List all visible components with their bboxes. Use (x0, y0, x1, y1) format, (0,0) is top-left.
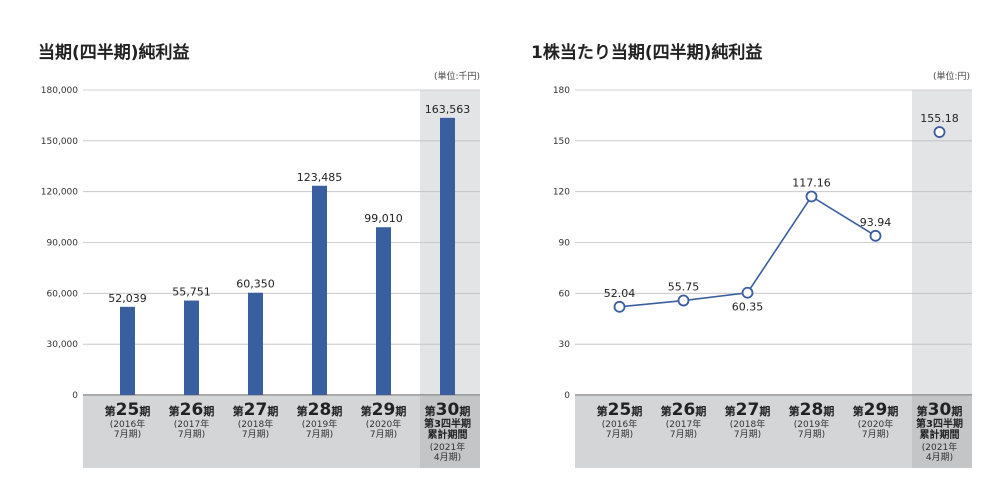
data-point (613, 300, 626, 313)
category-period: 7月期) (306, 429, 333, 440)
y-tick-label: 90 (559, 239, 571, 249)
category-period: 7月期) (242, 429, 269, 440)
category-sublabel: 第3四半期 (916, 417, 963, 430)
y-tick-label: 60 (559, 289, 571, 299)
category-label: 第27期 (725, 400, 771, 420)
category-period: 4月期) (926, 452, 953, 463)
category-band (575, 396, 972, 468)
data-point (741, 286, 754, 299)
data-point (677, 294, 690, 307)
y-tick-label: 150 (553, 137, 570, 147)
category-period: (2016年 (110, 418, 145, 430)
data-label: 99,010 (364, 212, 403, 225)
category-label: 第26期 (169, 400, 215, 420)
data-label: 123,485 (297, 171, 343, 184)
y-tick-label: 30,000 (47, 340, 79, 350)
category-sublabel: 累計期間 (428, 428, 468, 441)
category-period: 4月期) (434, 452, 461, 463)
category-period: (2020年 (858, 418, 893, 430)
y-tick-label: 0 (564, 391, 570, 401)
category-sublabel: 累計期間 (920, 428, 960, 441)
y-tick-label: 180,000 (41, 86, 78, 96)
category-label: 第28期 (789, 400, 835, 420)
category-label: 第29期 (853, 400, 899, 420)
data-label: 55.75 (668, 281, 700, 294)
category-period: 7月期) (670, 429, 697, 440)
y-tick-label: 30 (559, 340, 571, 350)
category-period: (2021年 (430, 441, 465, 453)
data-label: 117.16 (792, 176, 831, 189)
category-period: 7月期) (734, 429, 761, 440)
category-period: (2017年 (174, 418, 209, 430)
category-period: (2016年 (602, 418, 637, 430)
category-label: 第30期 (917, 400, 963, 420)
data-label: 55,751 (172, 286, 211, 299)
category-period: 7月期) (178, 429, 205, 440)
category-label: 第28期 (297, 400, 343, 420)
data-label: 155.18 (920, 112, 959, 125)
bar (248, 292, 263, 395)
bar (312, 185, 327, 395)
chart-title-eps: 1株当たり当期(四半期)純利益 (531, 43, 763, 63)
data-label: 163,563 (425, 103, 471, 116)
category-band-highlight (420, 396, 480, 468)
y-tick-label: 0 (72, 391, 78, 401)
category-period: (2021年 (922, 441, 957, 453)
data-point (933, 126, 946, 138)
data-label: 60,350 (236, 278, 275, 291)
category-label: 第27期 (233, 400, 279, 420)
data-label: 52,039 (108, 292, 147, 305)
category-label: 第29期 (361, 400, 407, 420)
data-label: 60.35 (732, 301, 764, 314)
y-tick-label: 180 (553, 86, 570, 96)
category-band-highlight (912, 396, 972, 468)
category-period: 7月期) (606, 429, 633, 440)
category-period: 7月期) (862, 429, 889, 440)
category-label: 第30期 (425, 400, 471, 420)
y-tick-label: 60,000 (47, 289, 79, 299)
unit-note: (単位:千円) (434, 70, 480, 82)
bar (440, 117, 455, 395)
y-tick-label: 120 (553, 188, 570, 198)
y-tick-label: 90,000 (47, 239, 79, 249)
category-label: 第25期 (105, 400, 151, 420)
y-tick-label: 150,000 (41, 137, 78, 147)
category-period: (2020年 (366, 418, 401, 430)
category-period: 7月期) (370, 429, 397, 440)
bar (120, 306, 135, 395)
category-label: 第25期 (597, 400, 643, 420)
category-period: 7月期) (798, 429, 825, 440)
data-label: 52.04 (604, 287, 636, 300)
data-point (869, 229, 882, 242)
category-band (83, 396, 480, 468)
category-period: 7月期) (114, 429, 141, 440)
category-period: (2018年 (238, 418, 273, 430)
y-tick-label: 120,000 (41, 188, 78, 198)
unit-note: (単位:円) (933, 70, 970, 82)
chart-title-net-income: 当期(四半期)純利益 (38, 43, 190, 63)
bar (184, 300, 199, 395)
data-label: 93.94 (860, 216, 892, 229)
category-sublabel: 第3四半期 (424, 417, 471, 430)
category-period: (2018年 (730, 418, 765, 430)
bar (376, 227, 391, 395)
category-period: (2019年 (794, 418, 829, 430)
data-point (805, 190, 818, 203)
category-label: 第26期 (661, 400, 707, 420)
category-period: (2017年 (666, 418, 701, 430)
category-period: (2019年 (302, 418, 337, 430)
